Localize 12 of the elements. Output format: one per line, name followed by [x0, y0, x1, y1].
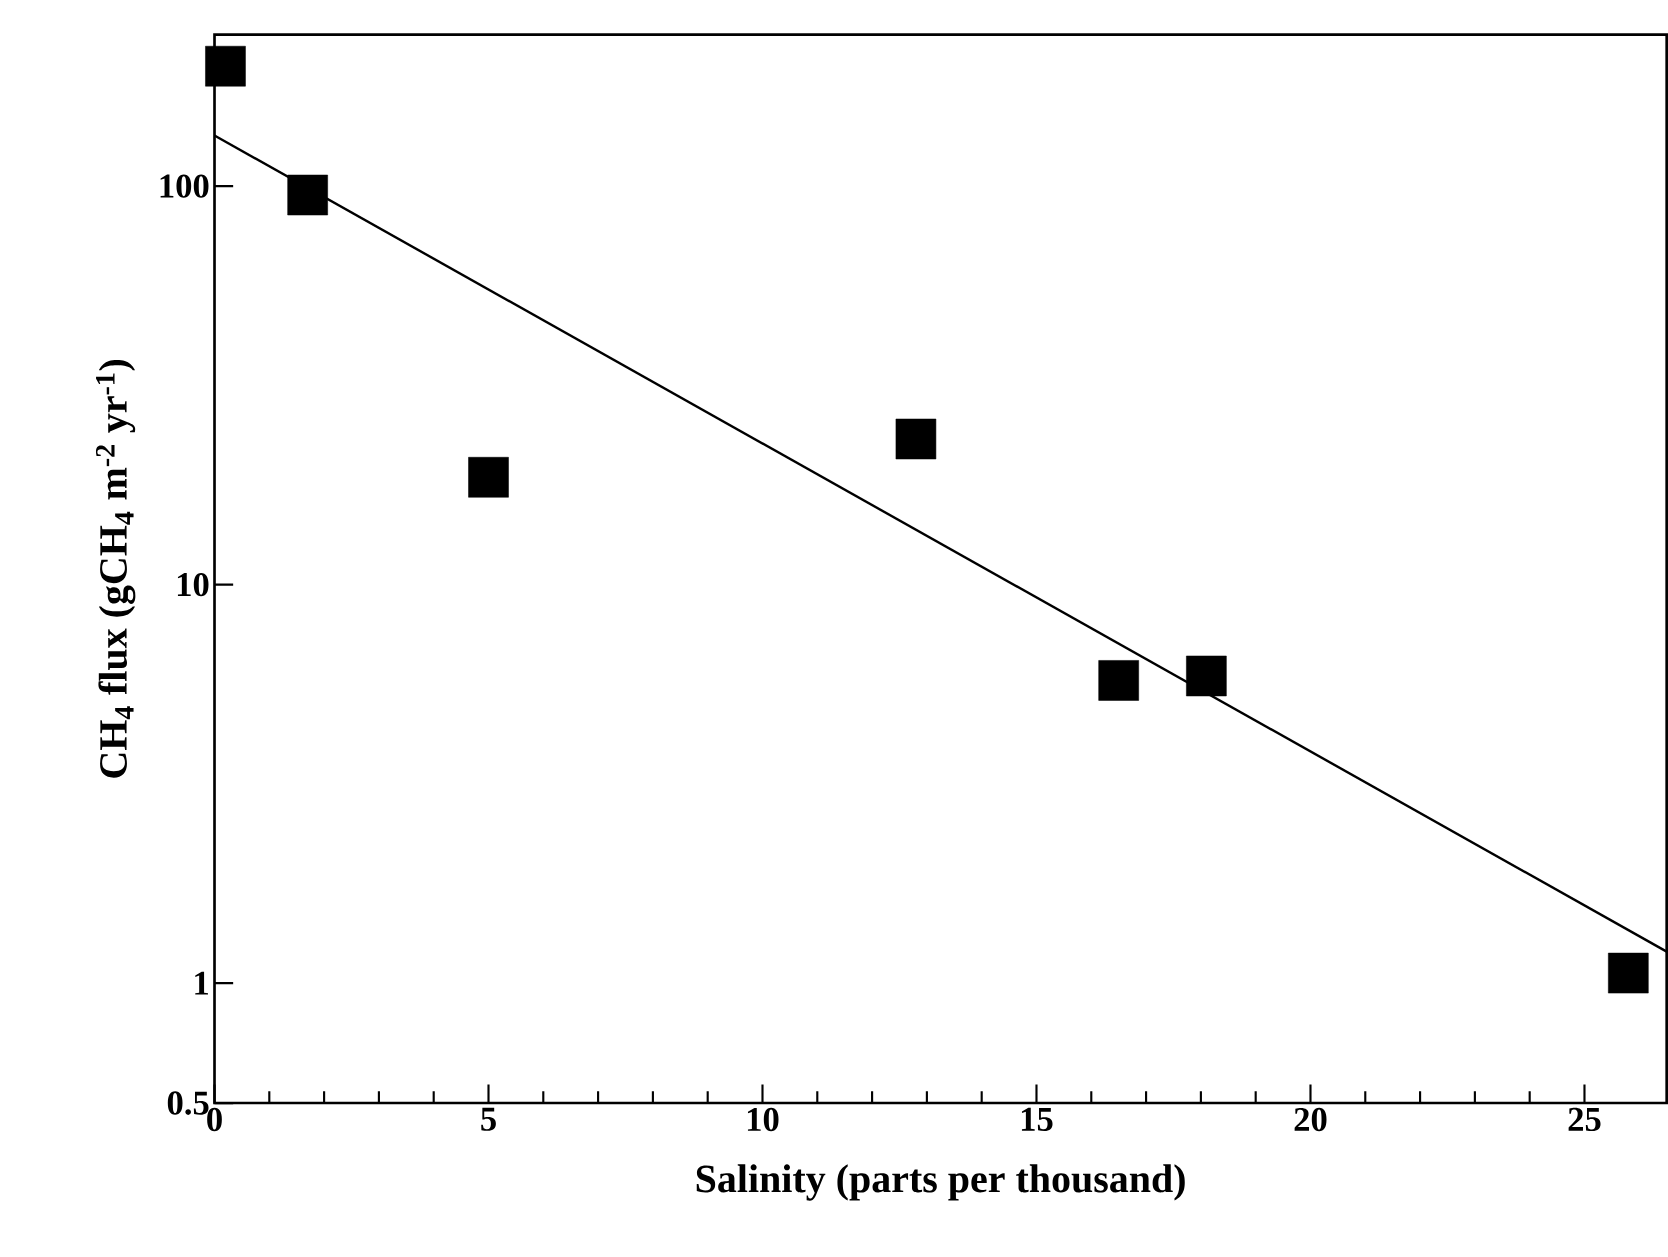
x-tick-label: 5 [481, 1107, 496, 1131]
x-tick-label: 0 [207, 1107, 222, 1132]
y-tick-label: 100 [160, 174, 209, 198]
x-tick-label: 15 [1021, 1107, 1053, 1132]
x-tick-label: 10 [747, 1107, 779, 1132]
y-tick-label: 10 [177, 572, 209, 597]
text: CH$_{4}$ flux (gCH$_{4}$ m$^{-2}$ yr$^{-1}$) [95, 359, 136, 778]
y-tick-label: 0.5 [167, 1091, 209, 1115]
x-tick-label: 20 [1294, 1107, 1327, 1132]
x-tick-label: 25 [1568, 1107, 1601, 1132]
y-tick-label: 1 [195, 971, 208, 995]
x-axis-title: Salinity (parts per thousand) [696, 1164, 1185, 1201]
